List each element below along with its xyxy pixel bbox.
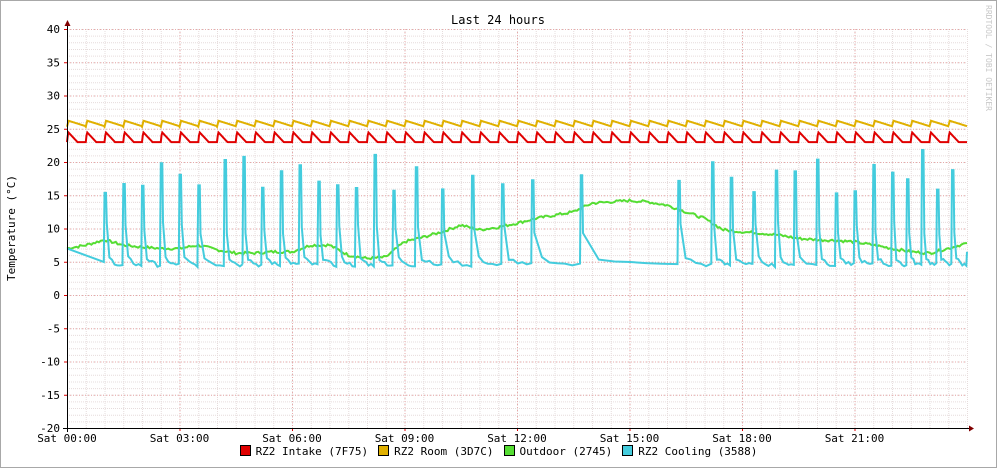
y-tick-label: -20 xyxy=(40,422,60,435)
y-tick-label: -10 xyxy=(40,356,60,369)
legend: RZ2 Intake (7F75) RZ2 Room (3D7C) Outdoor … xyxy=(0,445,997,458)
chart-title: Last 24 hours xyxy=(451,13,545,27)
legend-item: Outdoor (2745) xyxy=(503,445,613,458)
grid xyxy=(67,29,968,429)
x-tick-label: Sat 00:00 xyxy=(37,432,97,445)
x-tick-label: Sat 21:00 xyxy=(825,432,885,445)
series-line-rz2-intake xyxy=(66,130,967,144)
legend-swatch xyxy=(378,445,390,456)
series-lines xyxy=(66,119,968,270)
x-tick-labels: Sat 00:00 Sat 03:00 Sat 06:00 Sat 09:00 Sat … xyxy=(37,432,884,445)
legend-item: RZ2 Room (3D7C) xyxy=(378,445,494,458)
y-tick-label: -15 xyxy=(40,389,60,402)
legend-swatch xyxy=(503,445,515,456)
rrdtool-watermark: RRDTOOL / TOBI OETIKER xyxy=(984,5,993,111)
x-tick-label: Sat 12:00 xyxy=(487,432,547,445)
y-tick-label: 40 xyxy=(47,23,60,36)
y-tick-label: 0 xyxy=(53,289,60,302)
legend-item: RZ2 Intake (7F75) xyxy=(239,445,369,458)
y-axis-arrow xyxy=(64,20,71,26)
legend-swatch xyxy=(239,445,251,456)
legend-label: RZ2 Room (3D7C) xyxy=(394,445,494,458)
series-line-rz2-cooling xyxy=(66,149,968,270)
legend-label: RZ2 Cooling (3588) xyxy=(638,445,758,458)
y-tick-labels: -20 -15 -10 -5 0 5 10 15 20 25 30 35 40 xyxy=(40,23,60,435)
y-tick-label: 20 xyxy=(47,156,60,169)
series-line-rz2-room xyxy=(66,119,968,130)
x-axis-arrow xyxy=(969,425,974,432)
y-tick-label: 25 xyxy=(47,123,60,136)
legend-label: RZ2 Intake (7F75) xyxy=(255,445,369,458)
legend-item: RZ2 Cooling (3588) xyxy=(622,445,757,458)
y-tick-label: 15 xyxy=(47,189,60,202)
y-tick-label: -5 xyxy=(47,322,60,335)
x-tick-label: Sat 09:00 xyxy=(375,432,435,445)
y-axis-label: Temperature (°C) xyxy=(5,175,18,281)
y-tick-label: 5 xyxy=(53,256,60,269)
legend-label: Outdoor (2745) xyxy=(519,445,613,458)
x-tick-label: Sat 03:00 xyxy=(150,432,210,445)
x-tick-label: Sat 18:00 xyxy=(712,432,772,445)
x-tick-label: Sat 06:00 xyxy=(262,432,322,445)
y-tick-label: 30 xyxy=(47,90,60,103)
y-tick-label: 35 xyxy=(47,56,60,69)
legend-swatch xyxy=(622,445,634,456)
axes xyxy=(63,20,974,432)
y-tick-label: 10 xyxy=(47,223,60,236)
x-tick-label: Sat 15:00 xyxy=(600,432,660,445)
